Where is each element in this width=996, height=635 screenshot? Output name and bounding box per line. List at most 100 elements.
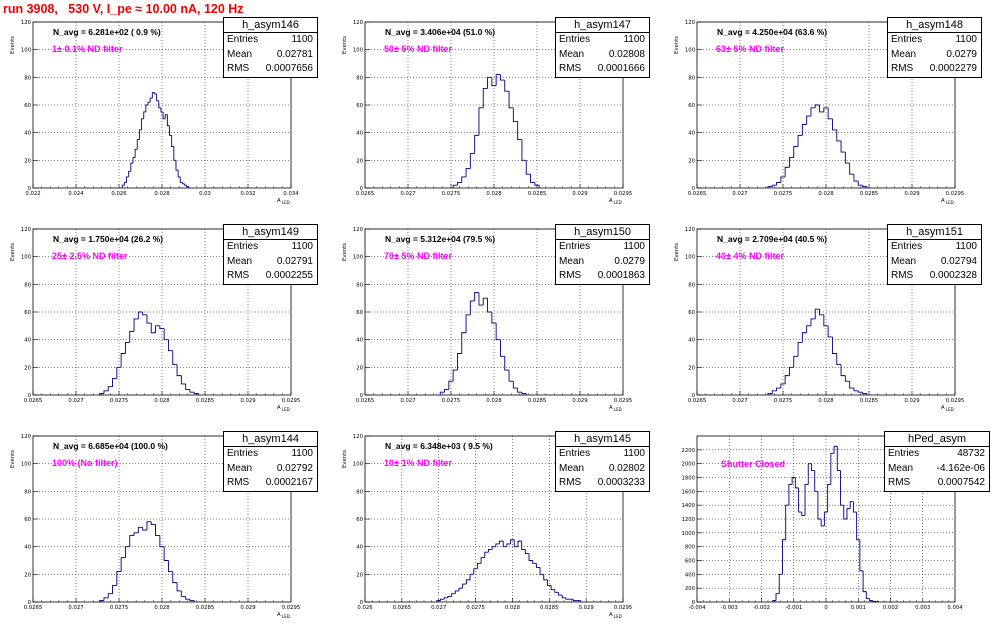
x-tick-label: 0.0275 bbox=[110, 398, 129, 404]
histogram-bin bbox=[845, 376, 849, 382]
histogram-bin bbox=[142, 119, 144, 130]
stat-value-entries: 1100 bbox=[291, 447, 313, 462]
histogram-bin bbox=[453, 370, 457, 381]
histogram-bin bbox=[125, 547, 129, 558]
stat-value-rms: 0.0007542 bbox=[938, 476, 985, 491]
histogram-bin bbox=[789, 367, 793, 375]
histogram-bin bbox=[853, 502, 856, 512]
histogram-bin bbox=[182, 182, 184, 183]
histogram-bin bbox=[134, 319, 138, 331]
stat-label: Entries bbox=[559, 33, 590, 48]
stat-label: Entries bbox=[227, 33, 258, 48]
y-tick-label: 120 bbox=[21, 20, 32, 26]
y-tick-label: 100 bbox=[21, 462, 32, 468]
y-tick-label: 1800 bbox=[682, 476, 696, 482]
y-tick-label: 100 bbox=[685, 48, 696, 54]
y-tick-label: 20 bbox=[356, 572, 363, 578]
histogram-bin bbox=[505, 80, 509, 91]
histogram-bin bbox=[445, 389, 449, 392]
histogram-bin bbox=[180, 177, 182, 183]
stat-value-mean: 0.0279 bbox=[946, 48, 977, 63]
histogram-bin bbox=[190, 599, 194, 600]
stat-label: Entries bbox=[891, 240, 922, 255]
histogram-bin bbox=[164, 329, 168, 340]
histogram-bin bbox=[139, 130, 141, 140]
histogram-bin bbox=[847, 509, 850, 519]
histogram-bin bbox=[518, 388, 522, 392]
y-tick-label: 40 bbox=[356, 338, 363, 344]
x-tick-label: 0.0265 bbox=[688, 398, 707, 404]
stat-label: Mean bbox=[891, 48, 916, 63]
histogram-bin bbox=[135, 149, 137, 157]
histogram-bin bbox=[785, 376, 789, 384]
histogram-bin bbox=[785, 167, 789, 177]
x-tick-label: 0.001 bbox=[851, 605, 866, 611]
x-tick-label: 0.0285 bbox=[528, 398, 547, 404]
x-axis-label: A LED bbox=[941, 405, 954, 412]
histogram-bin bbox=[104, 598, 108, 601]
stat-value-rms: 0.0001666 bbox=[598, 62, 645, 77]
y-tick-label: 100 bbox=[685, 255, 696, 261]
stat-label: Mean bbox=[559, 48, 584, 63]
histogram-bin bbox=[143, 312, 147, 315]
histogram-bin bbox=[154, 93, 156, 94]
histogram-bin bbox=[177, 365, 181, 376]
histogram-bin bbox=[157, 94, 159, 101]
x-tick-label: 0.0295 bbox=[946, 191, 965, 197]
histogram-bin bbox=[462, 333, 466, 354]
stat-label: Entries bbox=[227, 240, 258, 255]
histogram-bin bbox=[129, 171, 131, 177]
histogram-bin bbox=[860, 540, 863, 571]
histogram-bin bbox=[794, 147, 798, 158]
x-tick-label: 0.029 bbox=[579, 605, 594, 611]
histogram-bin bbox=[121, 558, 125, 572]
stat-label: RMS bbox=[559, 62, 581, 77]
histogram-bin bbox=[500, 340, 504, 357]
y-tick-label: 20 bbox=[24, 572, 31, 578]
filter-label: 10± 1% ND filter bbox=[384, 458, 452, 468]
y-tick-label: 20 bbox=[356, 158, 363, 164]
histogram-bin bbox=[551, 585, 555, 589]
histogram-bin bbox=[786, 505, 789, 540]
x-tick-label: 0.029 bbox=[904, 191, 919, 197]
histogram-bin bbox=[147, 315, 151, 323]
x-tick-label: 0.0265 bbox=[24, 605, 43, 611]
histogram-bin bbox=[104, 391, 108, 394]
navg-label: N_avg = 5.312e+04 (79.5 %) bbox=[385, 234, 495, 244]
stat-label: Mean bbox=[227, 48, 252, 63]
histogram-bin bbox=[505, 356, 509, 370]
histogram-bin bbox=[185, 184, 187, 185]
histogram-bin bbox=[798, 342, 802, 356]
y-tick-label: 40 bbox=[688, 131, 695, 137]
histogram-bin bbox=[513, 108, 517, 122]
histogram-bin bbox=[143, 527, 147, 530]
histogram-bin bbox=[475, 135, 479, 153]
x-tick-label: 0.0275 bbox=[774, 398, 793, 404]
stat-value-entries: 1100 bbox=[291, 33, 313, 48]
histogram-bin bbox=[130, 536, 134, 547]
x-tick-label: 0.0295 bbox=[282, 605, 301, 611]
histogram-bin bbox=[479, 108, 483, 136]
histogram-bin bbox=[533, 561, 537, 564]
x-tick-label: 0.028 bbox=[818, 191, 834, 197]
histogram-bin bbox=[789, 158, 793, 168]
x-tick-label: -0.003 bbox=[721, 605, 738, 611]
y-axis-label: Events bbox=[10, 450, 16, 468]
histogram-bin bbox=[555, 590, 559, 593]
histogram-bin bbox=[841, 141, 845, 152]
x-tick-label: 0.029 bbox=[240, 605, 255, 611]
stat-label: Mean bbox=[559, 462, 584, 477]
navg-label: N_avg = 6.348e+03 ( 9.5 %) bbox=[385, 441, 493, 451]
y-tick-label: 120 bbox=[21, 434, 32, 440]
x-tick-label: 0.027 bbox=[68, 605, 83, 611]
histogram-bin bbox=[483, 298, 487, 305]
histogram-bin bbox=[134, 533, 138, 536]
